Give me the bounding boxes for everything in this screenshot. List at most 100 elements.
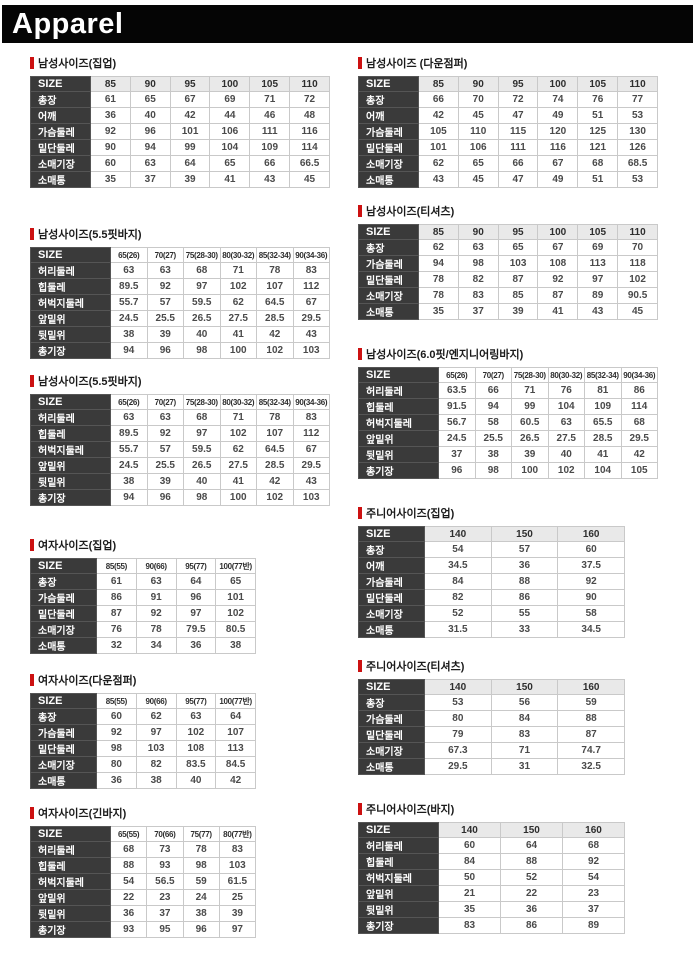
size-table: SIZE 140 150 160 허리둘레 60 64 68 힙둘레 84 88 92 허벅지둘레 50 5… (358, 822, 625, 934)
table-row: 뒷밑위 35 36 37 (358, 901, 625, 918)
size-value-cell: 96 (438, 462, 476, 479)
size-value-cell: 40 (183, 473, 221, 490)
size-value-cell: 52 (500, 869, 563, 886)
size-value-cell: 33 (490, 621, 559, 638)
row-label-cell: 어깨 (30, 107, 91, 124)
row-label-cell: 앞밑위 (30, 457, 111, 474)
table-row: 총장 60 62 63 64 (30, 708, 256, 725)
row-label-cell: 총장 (358, 239, 419, 256)
table-row: 허리둘레 63 63 68 71 78 83 (30, 409, 330, 426)
size-value-cell: 78 (256, 409, 294, 426)
size-value-cell: 103 (292, 489, 330, 506)
size-value-cell: 70 (617, 239, 658, 256)
size-value-cell: 67.3 (424, 742, 492, 759)
section-title-text: 여자사이즈(긴바지) (38, 808, 127, 820)
red-marker-icon (30, 57, 34, 69)
size-column-header: 85(32-34) (256, 247, 294, 263)
section-title-text: 주니어사이즈(티셔츠) (366, 661, 465, 673)
size-column-header: 90 (129, 76, 171, 92)
size-value-cell: 100 (511, 462, 549, 479)
size-table: SIZE 65(26) 70(27) 75(28-30) 80(30-32) 85(32-… (30, 247, 330, 359)
row-label-cell: 힙둘레 (30, 278, 111, 295)
row-label-cell: 밑단둘레 (358, 726, 425, 743)
size-value-cell: 53 (617, 107, 658, 124)
size-column-header: 95 (497, 224, 539, 240)
size-value-cell: 61 (96, 573, 137, 590)
section-title: 여자사이즈(긴바지) (30, 807, 332, 820)
size-value-cell: 35 (438, 901, 501, 918)
size-value-cell: 78 (418, 271, 459, 288)
size-value-cell: 88 (557, 710, 625, 727)
size-value-cell: 92 (537, 271, 579, 288)
size-value-cell: 29.5 (292, 457, 330, 474)
row-label-cell: 총장 (30, 708, 97, 725)
size-value-cell: 89.5 (110, 278, 148, 295)
row-label-cell: 가슴둘레 (358, 255, 419, 272)
table-row: 소매기장 52 55 58 (358, 605, 625, 622)
size-value-cell: 24 (182, 889, 220, 906)
table-row: 소매기장 80 82 83.5 84.5 (30, 756, 256, 773)
size-value-cell: 63 (110, 409, 148, 426)
section-title: 남성사이즈(5.5핏바지) (30, 228, 332, 241)
size-value-cell: 68 (620, 414, 658, 431)
size-header-row: SIZE 85 90 95 100 105 110 (358, 76, 658, 92)
size-value-cell: 71 (249, 91, 291, 108)
size-column-header: 100(77반) (215, 693, 256, 709)
table-row: 어깨 34.5 36 37.5 (358, 557, 625, 574)
size-value-cell: 86 (96, 589, 137, 606)
row-label-cell: 총기장 (30, 342, 111, 359)
table-row: 힙둘레 89.5 92 97 102 107 112 (30, 278, 330, 295)
size-value-cell: 45 (457, 107, 499, 124)
table-row: 가슴둘레 80 84 88 (358, 710, 625, 727)
size-column-header: 80(30-32) (547, 367, 585, 383)
table-row: 총장 66 70 72 74 76 77 (358, 91, 658, 108)
size-value-cell: 54 (424, 541, 492, 558)
size-value-cell: 63 (129, 155, 171, 172)
row-label-cell: 뒷밑위 (30, 326, 111, 343)
size-column-header: 110 (617, 76, 658, 92)
size-value-cell: 59.5 (183, 294, 221, 311)
size-value-cell: 96 (182, 921, 220, 938)
size-table-section: 주니어사이즈(바지) SIZE 140 150 160 허리둘레 60 64 68 힙둘레 84 88… (358, 803, 668, 934)
size-value-cell: 67 (169, 91, 211, 108)
size-value-cell: 94 (418, 255, 459, 272)
table-row: 총기장 93 95 96 97 (30, 921, 257, 938)
table-row: 밑단둘레 79 83 87 (358, 726, 625, 743)
table-row: 총장 62 63 65 67 69 70 (358, 239, 658, 256)
size-value-cell: 84.5 (215, 756, 256, 773)
size-value-cell: 78 (256, 262, 294, 279)
size-value-cell: 98 (457, 255, 499, 272)
size-value-cell: 66 (497, 155, 539, 172)
size-table: SIZE 140 150 160 총장 54 57 60 어깨 34.5 36 37.5 가슴둘레 84 8… (358, 526, 625, 638)
size-value-cell: 64.5 (256, 441, 294, 458)
size-value-cell: 43 (577, 303, 619, 320)
section-title-text: 남성사이즈(집업) (38, 58, 117, 70)
size-value-cell: 66 (418, 91, 459, 108)
size-value-cell: 63 (547, 414, 585, 431)
size-value-cell: 90 (90, 139, 131, 156)
size-value-cell: 65 (497, 239, 539, 256)
size-value-cell: 89 (577, 287, 619, 304)
red-marker-icon (30, 674, 34, 686)
size-value-cell: 71 (490, 742, 559, 759)
size-value-cell: 21 (438, 885, 501, 902)
size-value-cell: 57 (490, 541, 559, 558)
size-value-cell: 93 (146, 857, 184, 874)
row-label-cell: 뒷밑위 (358, 446, 439, 463)
row-label-cell: 소매통 (30, 171, 91, 188)
size-column-header: 90 (457, 224, 499, 240)
size-value-cell: 71 (511, 382, 549, 399)
size-value-cell: 89 (562, 917, 625, 934)
size-value-cell: 34.5 (424, 557, 492, 574)
size-value-cell: 97 (218, 921, 257, 938)
size-value-cell: 62 (418, 155, 459, 172)
table-row: 허리둘레 60 64 68 (358, 837, 625, 854)
size-header-cell: SIZE (358, 822, 439, 838)
size-column-header: 85(32-34) (584, 367, 622, 383)
row-label-cell: 가슴둘레 (30, 724, 97, 741)
size-value-cell: 68 (577, 155, 619, 172)
size-value-cell: 64 (215, 708, 256, 725)
table-row: 소매기장 60 63 64 65 66 66.5 (30, 155, 330, 172)
table-row: 뒷밑위 38 39 40 41 42 43 (30, 326, 330, 343)
row-label-cell: 허리둘레 (30, 262, 111, 279)
